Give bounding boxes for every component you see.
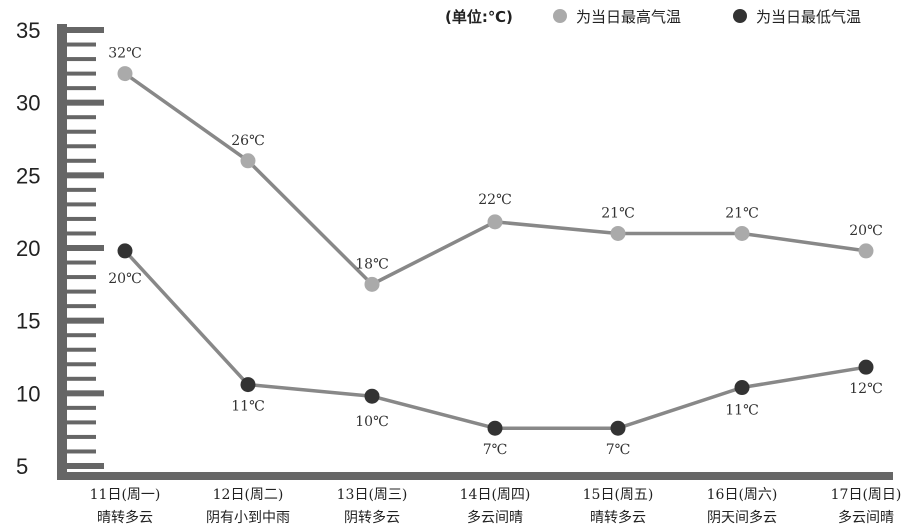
- data-label-low: 10℃: [355, 414, 388, 430]
- x-category-date: 14日(周四): [460, 487, 531, 503]
- y-tick-label: 35: [16, 18, 40, 43]
- data-point-low: [364, 388, 380, 404]
- data-point-high: [610, 225, 626, 241]
- x-category-weather: 阴天间多云: [707, 509, 777, 526]
- x-category-weather: 多云间晴: [838, 509, 894, 526]
- x-category-weather: 阴转多云: [344, 509, 400, 526]
- legend-label-low: 为当日最低气温: [756, 8, 861, 26]
- y-minor-tick: [66, 144, 96, 149]
- y-minor-tick: [66, 42, 96, 47]
- y-tick-label: 5: [16, 454, 28, 479]
- y-minor-tick: [66, 420, 96, 425]
- y-minor-tick: [66, 275, 96, 280]
- data-point-low: [610, 420, 626, 436]
- y-major-tick: [66, 99, 104, 106]
- y-minor-tick: [66, 376, 96, 381]
- label-layer: 32℃ 26℃ 18℃ 22℃ 21℃ 21℃ 20℃ 20℃ 11℃ 10℃ 7℃ 7℃ 11℃ 12℃: [108, 46, 882, 459]
- line-layer: [123, 72, 867, 430]
- y-tick-label: 15: [16, 309, 40, 334]
- data-point-low: [858, 359, 874, 375]
- y-minor-tick: [66, 187, 96, 192]
- data-label-high: 21℃: [601, 205, 634, 221]
- y-axis-line: [57, 24, 67, 474]
- y-major-tick: [66, 172, 104, 179]
- y-minor-tick: [66, 304, 96, 309]
- point-layer: [117, 66, 874, 436]
- x-category-weather: 多云间晴: [467, 509, 523, 526]
- data-point-low: [117, 243, 133, 259]
- y-minor-tick: [66, 231, 96, 236]
- data-label-low: 11℃: [231, 399, 264, 415]
- legend-marker-high: [553, 9, 567, 23]
- data-label-high: 21℃: [725, 205, 758, 221]
- data-label-high: 18℃: [355, 256, 388, 272]
- legend: (单位:℃) 为当日最高气温 为当日最低气温: [445, 8, 861, 26]
- data-label-low: 7℃: [483, 442, 508, 458]
- y-major-tick: [66, 27, 104, 33]
- y-tick-label: 10: [16, 381, 40, 406]
- x-category-weather: 晴转多云: [97, 509, 153, 526]
- y-minor-tick: [66, 71, 96, 76]
- x-category-date: 11日(周一): [90, 487, 161, 503]
- y-minor-tick: [66, 216, 96, 221]
- y-tick-label: 20: [16, 236, 40, 261]
- series-line-high: [123, 72, 867, 287]
- data-label-high: 32℃: [108, 46, 141, 62]
- data-point-high: [487, 214, 503, 230]
- data-point-high: [364, 276, 380, 292]
- y-minor-tick: [66, 405, 96, 410]
- data-point-high: [734, 225, 750, 241]
- y-tick-label: 30: [16, 91, 40, 116]
- x-category-date: 17日(周日): [831, 487, 902, 503]
- data-point-high: [240, 153, 256, 169]
- y-minor-tick: [66, 158, 96, 163]
- y-minor-tick: [66, 202, 96, 207]
- data-point-low: [487, 420, 503, 436]
- data-label-high: 20℃: [849, 223, 882, 239]
- data-point-low: [240, 377, 256, 393]
- x-category-weather: 阴有小到中雨: [206, 510, 290, 526]
- y-major-tick: [66, 390, 104, 397]
- y-minor-tick: [66, 362, 96, 367]
- y-minor-tick: [66, 333, 96, 338]
- y-minor-tick: [66, 347, 96, 352]
- y-tick-label: 25: [16, 163, 40, 188]
- y-minor-tick: [66, 86, 96, 91]
- data-point-high: [858, 243, 874, 259]
- x-category-weather: 晴转多云: [590, 509, 646, 526]
- y-major-tick: [66, 317, 104, 324]
- data-point-low: [734, 380, 750, 396]
- x-category-date: 13日(周三): [337, 487, 408, 503]
- y-minor-tick: [66, 115, 96, 120]
- y-minor-tick: [66, 449, 96, 454]
- x-category-date: 12日(周二): [213, 487, 284, 503]
- data-label-low: 11℃: [725, 403, 758, 419]
- y-major-tick: [66, 245, 104, 251]
- y-minor-tick: [66, 57, 96, 62]
- data-label-high: 26℃: [231, 133, 264, 149]
- y-minor-tick: [66, 129, 96, 134]
- y-minor-tick: [66, 434, 96, 439]
- x-category-date: 16日(周六): [707, 487, 778, 503]
- y-major-tick: [66, 463, 104, 469]
- legend-label-high: 为当日最高气温: [576, 8, 681, 26]
- data-label-low: 12℃: [849, 381, 882, 397]
- legend-unit-label: (单位:℃): [445, 8, 513, 26]
- axis-layer: 5 10 15 20 25 30 35 11日(周一) 晴转多云 12日(周二) 阴有小到中雨 13日…: [16, 18, 901, 526]
- x-axis-line: [57, 472, 893, 480]
- x-category-date: 15日(周五): [583, 487, 654, 503]
- data-label-high: 22℃: [478, 192, 511, 208]
- y-minor-tick: [66, 260, 96, 265]
- data-point-high: [117, 66, 133, 82]
- legend-marker-low: [733, 9, 747, 23]
- data-label-low: 20℃: [108, 271, 141, 287]
- data-label-low: 7℃: [606, 442, 631, 458]
- y-minor-tick: [66, 289, 96, 294]
